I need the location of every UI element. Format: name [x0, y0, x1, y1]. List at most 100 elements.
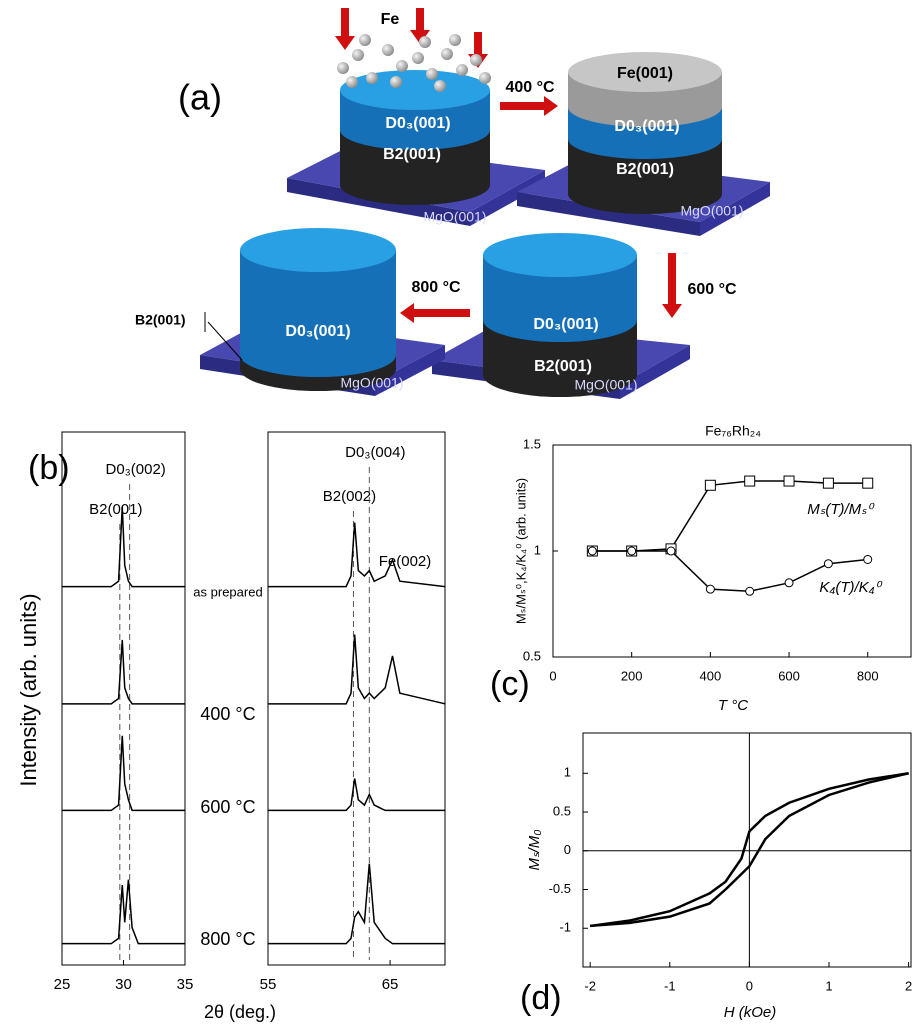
marker	[705, 480, 715, 490]
deposit-label: Fe	[381, 11, 400, 28]
y-axis-label: Mₛ/M₀	[526, 829, 543, 870]
step-label: 400 °C	[505, 79, 555, 96]
arrow	[500, 96, 558, 116]
marker	[667, 547, 675, 555]
series-label: 800 °C	[200, 929, 255, 949]
fe-atom	[470, 54, 482, 66]
fe-atom	[382, 44, 394, 56]
fe-atom	[396, 60, 408, 72]
fe-atom	[366, 72, 378, 84]
substrate-label: MgO(001)	[574, 377, 637, 393]
fe-atom	[419, 36, 431, 48]
layer-label: B2(001)	[616, 161, 674, 178]
layer-label: B2(001)	[534, 358, 592, 375]
step-label: 800 °C	[411, 279, 461, 296]
x-axis-label: 2θ (deg.)	[204, 1002, 276, 1022]
x-tick-label: 400	[700, 668, 722, 683]
fe-atom	[337, 62, 349, 74]
x-tick-label: 800	[857, 668, 879, 683]
fe-atom	[479, 72, 491, 84]
x-tick-label: 25	[54, 976, 71, 993]
peak-label: Fe(002)	[379, 553, 432, 570]
peak-label: D0₃(002)	[105, 461, 165, 478]
figure: (a) Fe 400 °C 600 °C 800 °C D0₃(001) B2(…	[0, 0, 912, 1029]
fe-atom	[434, 80, 446, 92]
marker	[823, 478, 833, 488]
y-tick-label: 0	[564, 842, 571, 857]
marker	[863, 478, 873, 488]
marker	[785, 579, 793, 587]
y-tick-label: 0.5	[553, 803, 571, 818]
fe-atom	[412, 52, 424, 64]
x-tick-label: 0	[549, 668, 556, 683]
cylinder-top	[483, 233, 637, 277]
marker	[588, 547, 596, 555]
series-label: as prepared	[193, 584, 262, 599]
series-line	[62, 640, 185, 704]
cylinder-top	[240, 228, 396, 272]
marker	[864, 555, 872, 563]
y-tick-label: 1	[564, 765, 571, 780]
step-label: 600 °C	[687, 281, 737, 298]
series-label: 600 °C	[200, 797, 255, 817]
y-axis-label: Intensity (arb. units)	[16, 593, 41, 786]
fe-atom	[359, 34, 371, 46]
x-tick-label: 1	[825, 978, 832, 993]
series-line	[62, 507, 185, 587]
series-line	[268, 635, 445, 704]
fe-atom	[352, 49, 364, 61]
series-line	[62, 736, 185, 811]
y-tick-label: 0.5	[523, 648, 541, 663]
panel-label: (d)	[520, 979, 562, 1017]
layer-label: D0₃(001)	[614, 118, 679, 135]
panel-label: (c)	[490, 665, 530, 703]
plot-frame	[583, 733, 911, 967]
fe-atom	[346, 76, 358, 88]
marker	[784, 476, 794, 486]
panel-label: (b)	[28, 449, 70, 487]
x-tick-label: -2	[584, 978, 596, 993]
x-tick-label: 2	[905, 978, 912, 993]
fe-atom	[390, 76, 402, 88]
substrate-label: MgO(001)	[423, 209, 486, 225]
series-line	[62, 880, 185, 944]
arrow	[662, 253, 682, 318]
x-axis-label: H (kOe)	[724, 1004, 777, 1021]
x-tick-label: 0	[746, 978, 753, 993]
marker	[745, 476, 755, 486]
y-tick-label: -1	[559, 920, 571, 935]
x-tick-label: 30	[115, 976, 132, 993]
peak-label: D0₃(004)	[345, 444, 405, 461]
chart-title: Fe₇₆Rh₂₄	[705, 423, 761, 439]
fe-atom	[441, 48, 453, 60]
peak-label: B2(002)	[323, 488, 376, 505]
layer-label: B2(001)	[135, 312, 186, 328]
fe-atom	[449, 34, 461, 46]
fe-atom	[426, 68, 438, 80]
marker	[628, 547, 636, 555]
x-tick-label: 55	[260, 976, 277, 993]
layer-label: D0₃(001)	[385, 115, 450, 132]
cylinder-top	[340, 70, 490, 110]
y-tick-label: -0.5	[549, 881, 571, 896]
y-tick-label: 1.5	[523, 436, 541, 451]
plot-frame	[268, 432, 445, 965]
y-axis-label: Mₛ/Mₛ⁰,K₄/K₄⁰ (arb. units)	[513, 478, 528, 624]
marker	[746, 587, 754, 595]
panel-label: (a)	[178, 77, 222, 118]
x-tick-label: 600	[778, 668, 800, 683]
series-label: K₄(T)/K₄⁰	[819, 579, 882, 596]
series-label: 400 °C	[200, 704, 255, 724]
peak-label: B2(001)	[89, 501, 142, 518]
layer-label: B2(001)	[383, 146, 441, 163]
fe-atom	[456, 64, 468, 76]
series-line	[268, 778, 445, 810]
arrow	[400, 303, 470, 323]
substrate-label: MgO(001)	[340, 375, 403, 391]
x-axis-label: T °C	[718, 697, 748, 714]
x-tick-label: 200	[621, 668, 643, 683]
layer-label: Fe(001)	[617, 65, 673, 82]
layer-label: D0₃(001)	[533, 316, 598, 333]
substrate-label: MgO(001)	[680, 203, 743, 219]
series-label: Mₛ(T)/Mₛ⁰	[807, 501, 875, 518]
